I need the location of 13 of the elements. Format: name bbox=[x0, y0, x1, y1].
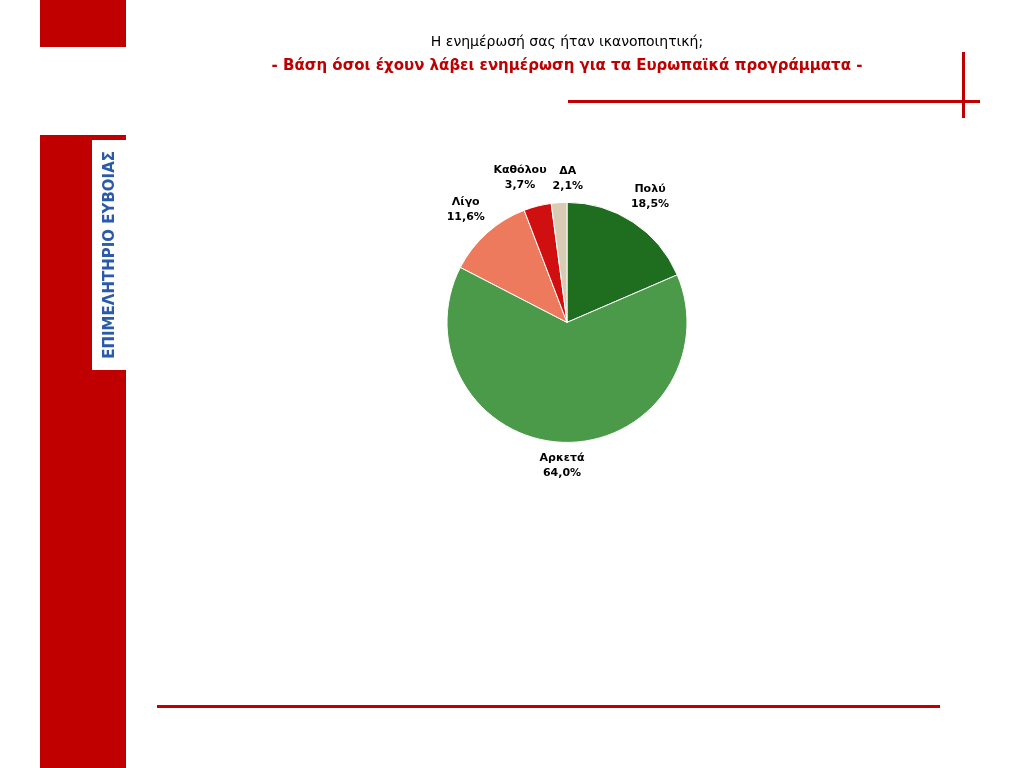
data-label: 3,7% bbox=[504, 178, 536, 192]
slice-label: Πολύ bbox=[634, 181, 666, 195]
chart-title: Η ενημέρωσή σας ήταν ικανοποιητική; bbox=[430, 33, 704, 50]
slice-label: ΔΑ bbox=[559, 164, 577, 178]
slice-label: Καθόλου bbox=[493, 163, 547, 177]
chart-subtitle: - Βάση όσοι έχουν λάβει ενημέρωση για τα Ευρωπαϊκά προγράμματα - bbox=[271, 55, 863, 74]
slice-label: Αρκετά bbox=[539, 451, 585, 465]
data-label: 11,6% bbox=[446, 209, 485, 223]
data-label: 18,5% bbox=[630, 196, 670, 210]
data-label: 2,1% bbox=[552, 179, 584, 193]
data-label: 64,0% bbox=[542, 466, 582, 480]
text: ΕΠΙΜΕΛΗΤΗΡΙΟ ΕΥΒΟΙΑΣ bbox=[100, 151, 118, 359]
slice-label: Λίγο bbox=[451, 194, 481, 208]
